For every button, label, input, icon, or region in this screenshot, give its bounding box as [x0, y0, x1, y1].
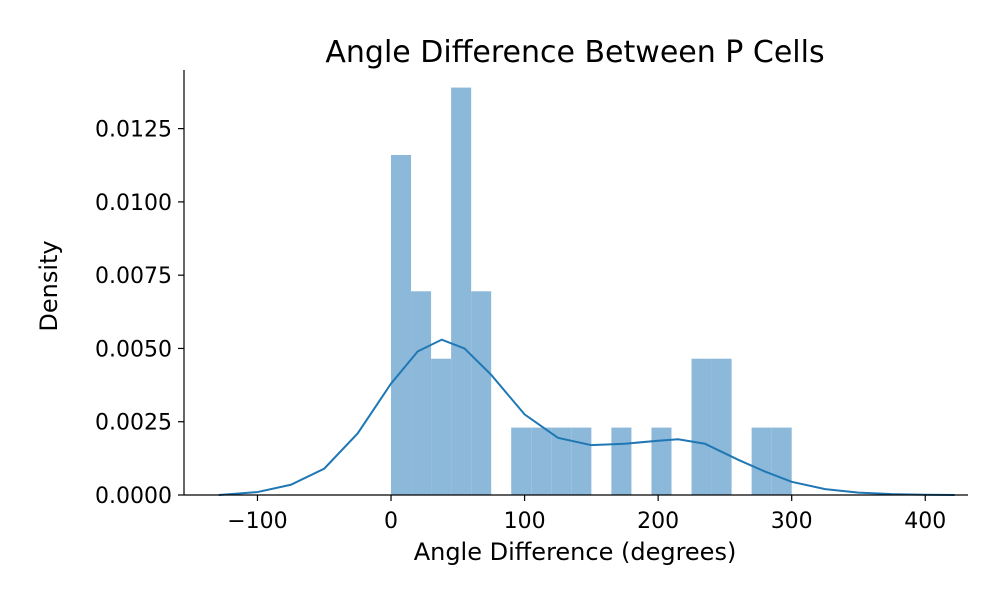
histogram-bar-7 — [531, 428, 551, 495]
y-ticks: 0.0000 0.0025 0.0050 0.0075 0.0100 0.0125 — [95, 118, 184, 509]
x-tick-label-4: 300 — [771, 509, 813, 534]
y-axis-label: Density — [35, 240, 63, 331]
y-tick-label-5: 0.0125 — [95, 118, 172, 143]
x-tick-label-2: 100 — [504, 509, 546, 534]
histogram-bar-9 — [571, 428, 591, 495]
histogram-bar-16 — [712, 359, 732, 495]
x-tick-label-5: 400 — [904, 509, 946, 534]
y-tick-label-1: 0.0025 — [95, 411, 172, 436]
x-tick-label-1: 0 — [384, 509, 398, 534]
histogram-bar-13 — [651, 428, 671, 495]
y-tick-label-4: 0.0100 — [95, 191, 172, 216]
histogram-bar-1 — [411, 291, 431, 495]
histogram-bar-19 — [772, 428, 792, 495]
histogram-bar-11 — [611, 428, 631, 495]
histogram-bar-0 — [391, 155, 411, 495]
histogram-bar-6 — [511, 428, 531, 495]
histogram-bar-4 — [471, 291, 491, 495]
x-ticks: −100 0 100 200 300 400 — [227, 495, 946, 534]
x-tick-label-0: −100 — [227, 509, 287, 534]
histogram-bar-15 — [692, 359, 712, 495]
histogram-bars — [391, 88, 792, 495]
y-tick-label-3: 0.0075 — [95, 264, 172, 289]
chart-title: Angle Difference Between P Cells — [325, 35, 824, 70]
histogram-bar-18 — [752, 428, 772, 495]
y-tick-label-0: 0.0000 — [95, 484, 172, 509]
x-axis-label: Angle Difference (degrees) — [414, 538, 737, 566]
histogram-bar-3 — [451, 88, 471, 495]
y-tick-label-2: 0.0050 — [95, 337, 172, 362]
histogram-bar-2 — [431, 359, 451, 495]
x-tick-label-3: 200 — [637, 509, 679, 534]
